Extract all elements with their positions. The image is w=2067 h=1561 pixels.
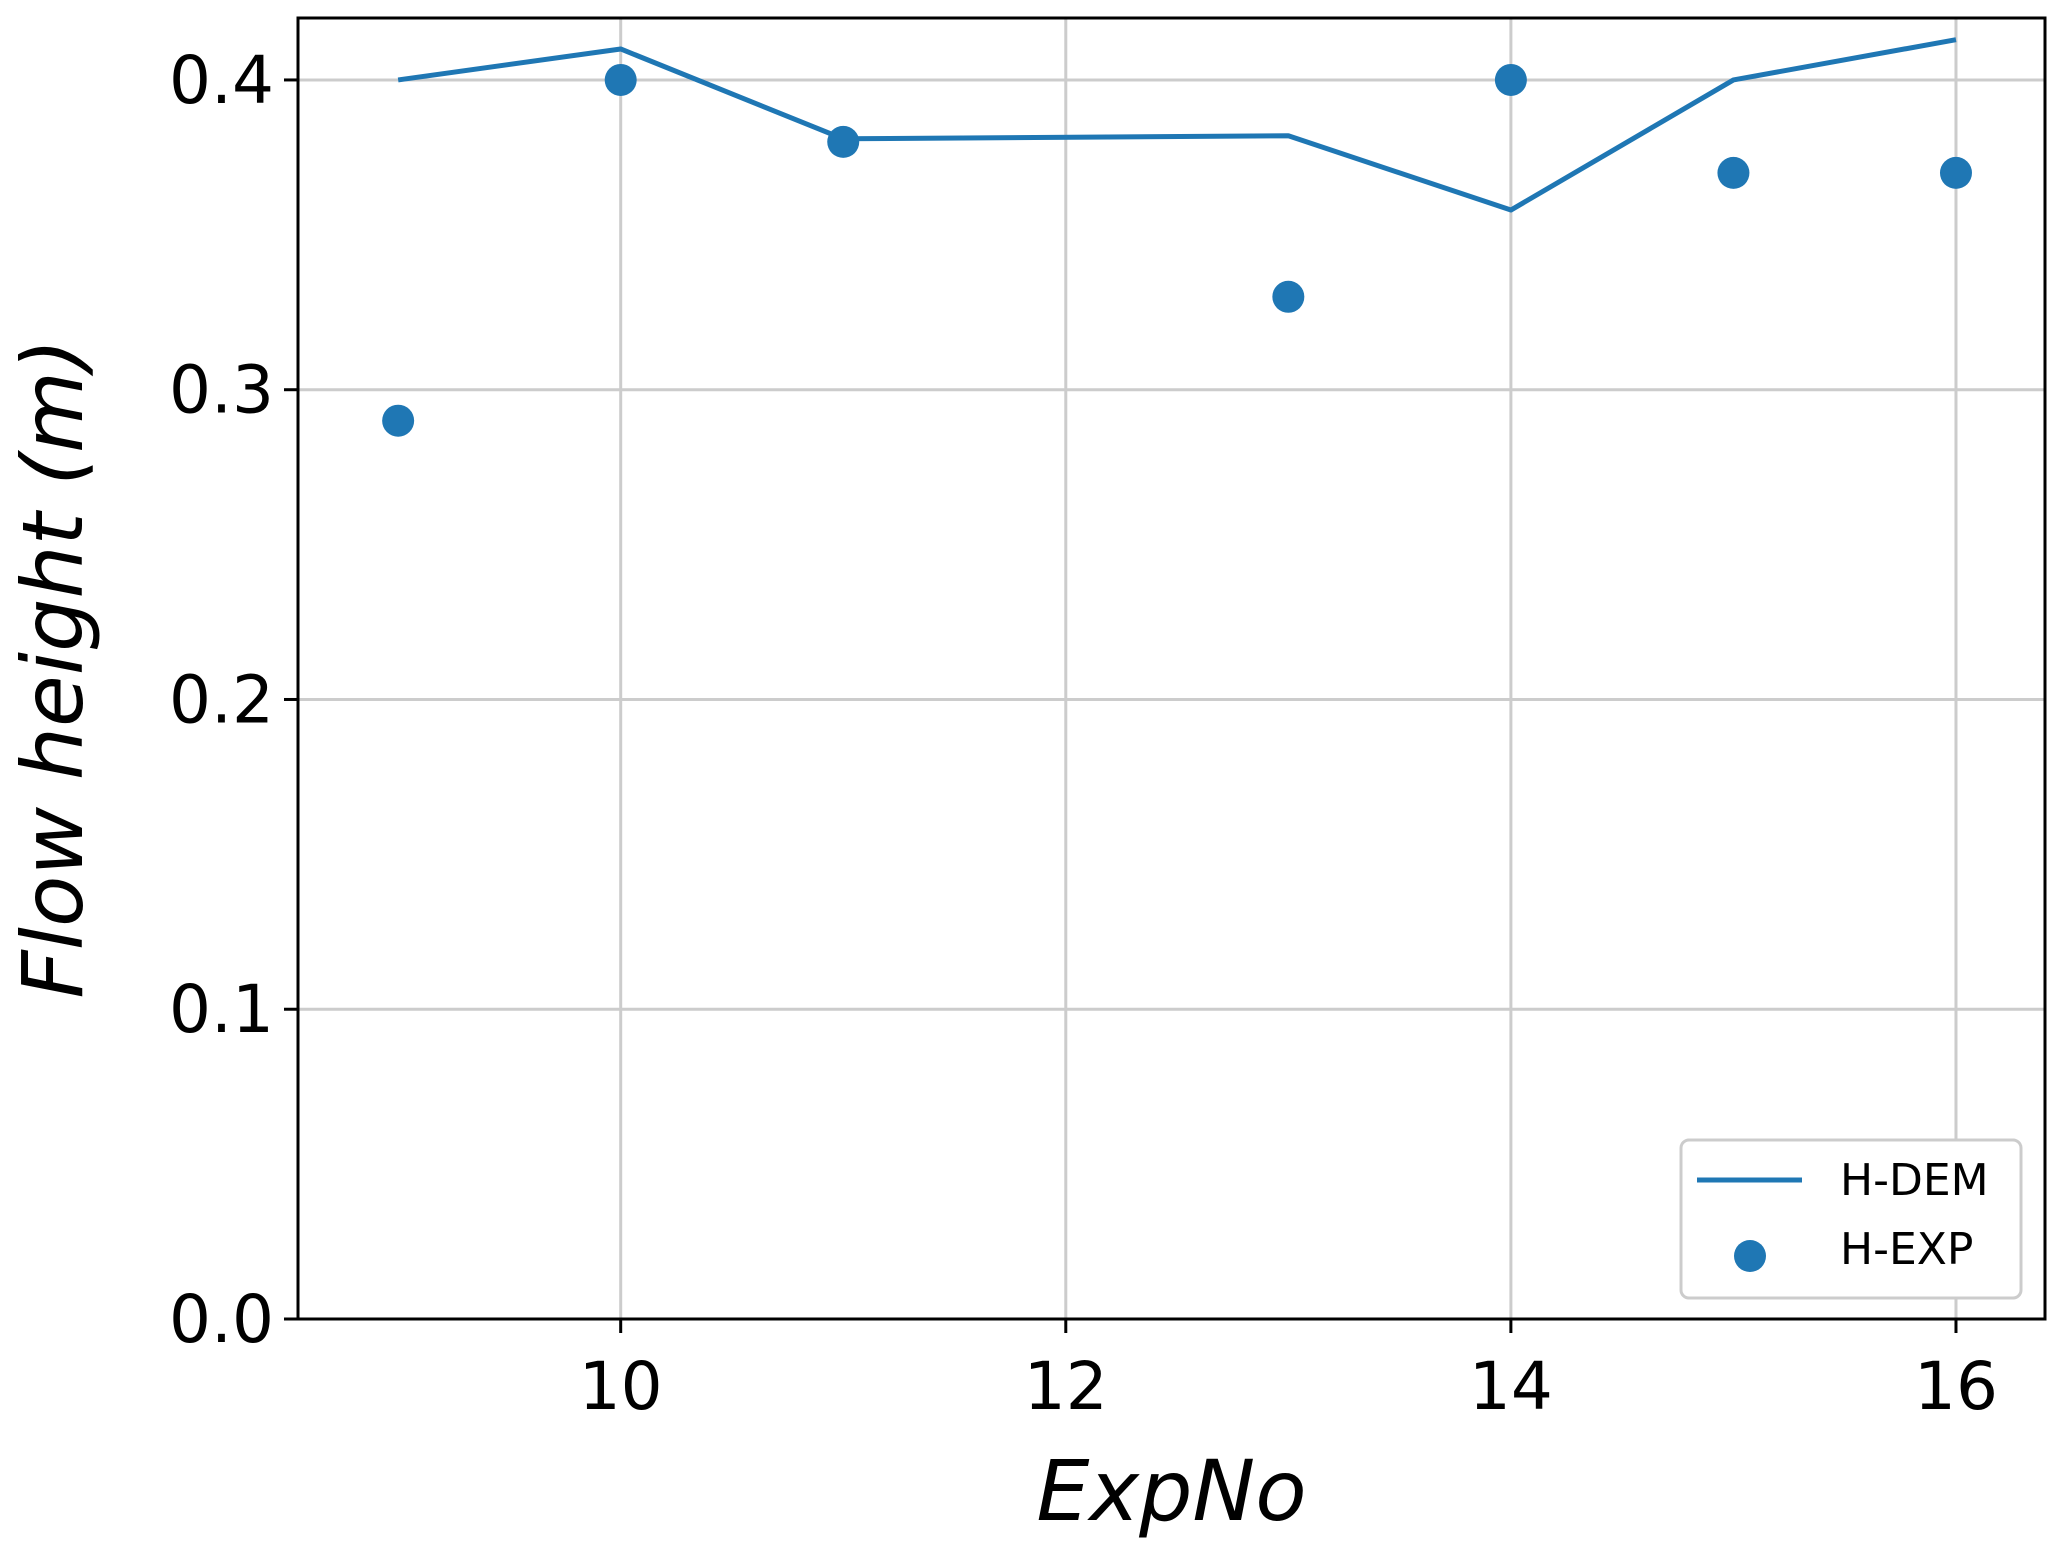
data-point-h-exp xyxy=(827,125,860,158)
legend-label-h-exp: H-EXP xyxy=(1840,1224,1973,1275)
data-point-h-exp xyxy=(1939,156,1972,189)
data-point-h-exp xyxy=(604,63,637,96)
series-line-h-dem xyxy=(397,37,1957,213)
y-axis-label: Flow height (m) xyxy=(4,338,102,998)
legend: H-DEM H-EXP xyxy=(1679,1138,2023,1300)
data-point-h-exp xyxy=(1272,280,1305,313)
legend-marker-swatch xyxy=(1734,1240,1766,1272)
x-axis-label: ExpNo xyxy=(1036,1442,1306,1540)
plot-frame xyxy=(296,16,2047,1321)
data-point-h-exp xyxy=(1717,156,1750,189)
data-point-h-exp xyxy=(382,404,415,437)
ticks: 10 12 14 16 0.0 0.1 0.2 0.3 0.4 xyxy=(169,42,1998,1425)
data-point-h-exp xyxy=(1494,63,1527,96)
y-tick-label: 0.3 xyxy=(169,352,274,429)
y-tick-label: 0.1 xyxy=(169,971,274,1048)
y-tick-label: 0.4 xyxy=(169,42,274,119)
y-tick-label: 0.2 xyxy=(169,661,274,738)
y-tick-label: 0.0 xyxy=(169,1281,274,1358)
x-tick-label: 12 xyxy=(1024,1348,1108,1425)
legend-label-h-dem: H-DEM xyxy=(1840,1155,1989,1206)
x-tick-label: 16 xyxy=(1914,1348,1998,1425)
x-tick-label: 14 xyxy=(1469,1348,1553,1425)
x-tick-label: 10 xyxy=(579,1348,663,1425)
plot-area xyxy=(382,37,1972,437)
